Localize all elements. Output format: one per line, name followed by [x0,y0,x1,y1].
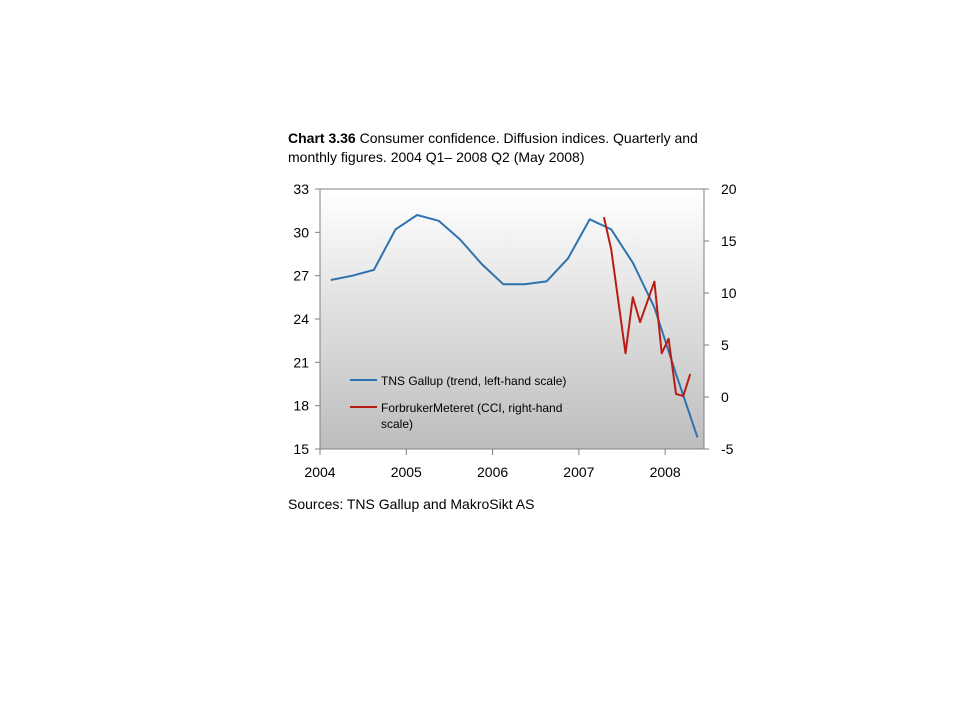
legend-label-cci-line1: ForbrukerMeteret (CCI, right-hand [381,401,562,415]
left-tick-label: 27 [293,268,309,284]
legend-label-tns: TNS Gallup (trend, left-hand scale) [381,374,566,388]
x-tick-label: 2004 [304,464,335,480]
chart-number: Chart 3.36 [288,130,356,146]
right-tick-label: 15 [721,233,737,249]
source-note: Sources: TNS Gallup and MakroSikt AS [288,496,535,512]
right-tick-label: -5 [721,441,734,457]
x-tick-label: 2008 [650,464,681,480]
x-tick-label: 2006 [477,464,508,480]
right-tick-label: 0 [721,389,729,405]
right-tick-label: 5 [721,337,729,353]
legend-label-cci-line2: scale) [381,417,413,431]
left-tick-label: 33 [293,181,309,197]
left-tick-label: 24 [293,311,309,327]
chart-title: Chart 3.36 Consumer confidence. Diffusio… [288,129,748,167]
legend: TNS Gallup (trend, left-hand scale) Forb… [350,374,566,431]
axes: 33 30 27 24 21 18 15 20 15 10 5 0 -5 2004 2005 2006 2007… [293,181,736,480]
left-tick-label: 30 [293,224,309,240]
series-line-tns [330,214,699,438]
x-tick-label: 2007 [563,464,594,480]
x-tick-label: 2005 [391,464,422,480]
left-tick-label: 21 [293,354,309,370]
right-tick-label: 20 [721,181,737,197]
chart-title-text: Consumer confidence. Diffusion indices. … [288,130,698,165]
right-tick-label: 10 [721,285,737,301]
left-tick-label: 18 [293,398,309,414]
series-group [330,214,699,438]
left-tick-label: 15 [293,441,309,457]
legend-label-cci: ForbrukerMeteret (CCI, right-hand scale) [381,401,562,431]
series-line-cci [602,216,692,397]
